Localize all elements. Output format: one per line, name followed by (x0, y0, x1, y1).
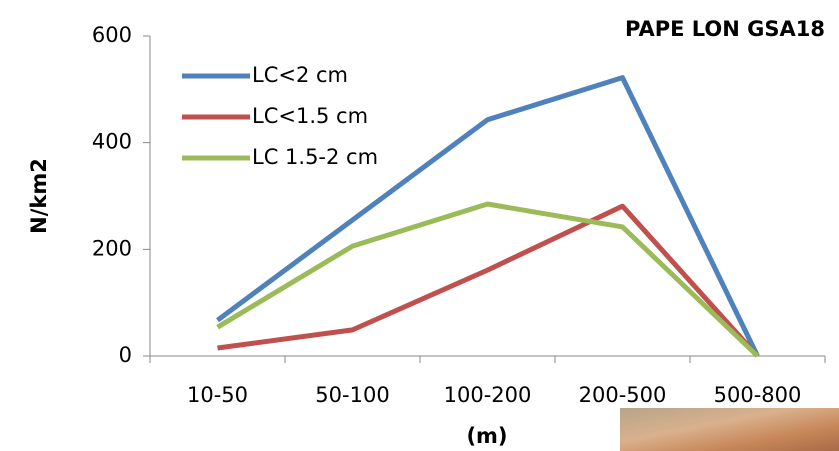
y-tick-label: 0 (119, 343, 132, 367)
x-tick-label: 50-100 (315, 383, 389, 407)
x-tick-label: 10-50 (187, 383, 248, 407)
x-tick-label: 500-800 (714, 383, 802, 407)
legend-label: LC<2 cm (252, 63, 348, 87)
x-axis-label: (m) (466, 424, 507, 448)
shrimp-photo (620, 408, 839, 451)
x-tick-label: 100-200 (444, 383, 532, 407)
legend-label: LC<1.5 cm (252, 104, 368, 128)
series-line (217, 203, 760, 358)
legend-label: LC 1.5-2 cm (252, 145, 378, 169)
series-line (216, 201, 760, 358)
y-axis-label: N/km2 (27, 158, 51, 234)
series-line (216, 75, 760, 358)
y-tick-label: 200 (92, 236, 132, 260)
x-tick-label: 200-500 (579, 383, 667, 407)
chart-title: PAPE LON GSA18 (625, 17, 825, 41)
y-tick-label: 600 (92, 23, 132, 47)
y-tick-label: 400 (92, 130, 132, 154)
